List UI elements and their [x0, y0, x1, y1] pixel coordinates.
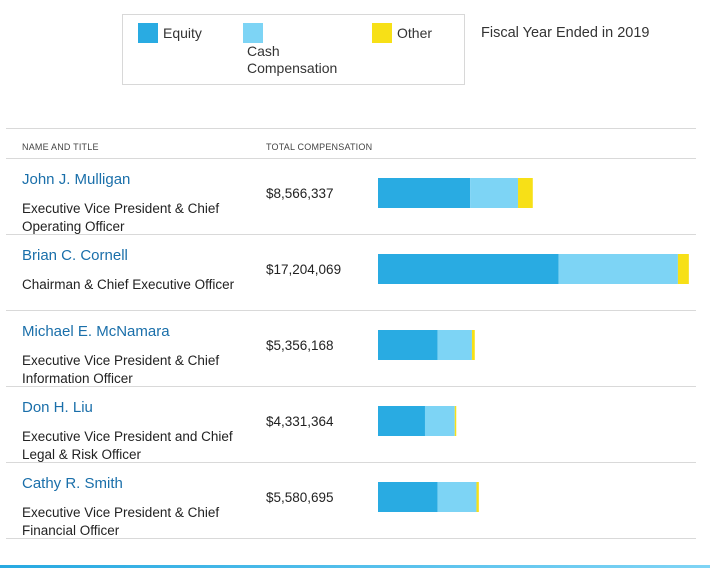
total-compensation-value: $8,566,337	[266, 186, 334, 201]
table-header: NAME AND TITLE TOTAL COMPENSATION	[6, 128, 696, 159]
table-row: Don H. Liu Executive Vice President and C…	[6, 387, 696, 463]
legend-label-other: Other	[397, 25, 433, 41]
total-compensation-value: $5,356,168	[266, 338, 334, 353]
bar-segment-other	[476, 482, 479, 512]
table-row: John J. Mulligan Executive Vice President…	[6, 159, 696, 235]
bottom-accent-line	[0, 565, 710, 568]
stacked-bar	[378, 406, 457, 436]
bar-segment-cash-compensation	[558, 254, 678, 284]
executive-title: Executive Vice President & Chief Financi…	[22, 505, 220, 538]
executive-name-link[interactable]: Michael E. McNamara	[22, 323, 170, 340]
bar-segment-other	[454, 406, 457, 436]
executive-name-link[interactable]: Cathy R. Smith	[22, 475, 123, 492]
stacked-bar	[378, 330, 475, 360]
executive-title: Executive Vice President & Chief Informa…	[22, 353, 220, 386]
chart-legend: Equity Cash Compensation Other	[122, 14, 465, 85]
bar-segment-other	[471, 330, 475, 360]
executive-name-link[interactable]: Brian C. Cornell	[22, 247, 128, 264]
table-row: Cathy R. Smith Executive Vice President &…	[6, 463, 696, 539]
stacked-bar	[378, 178, 533, 208]
bar-segment-equity	[378, 482, 438, 512]
table-row: Brian C. Cornell Chairman & Chief Executi…	[6, 235, 696, 311]
executive-title: Chairman & Chief Executive Officer	[22, 277, 235, 292]
bar-segment-equity	[378, 178, 471, 208]
table-row: Michael E. McNamara Executive Vice Presid…	[6, 311, 696, 387]
bar-segment-equity	[378, 254, 559, 284]
total-compensation-value: $5,580,695	[266, 490, 334, 505]
header-name-title: NAME AND TITLE	[22, 142, 99, 152]
legend-label-equity: Equity	[163, 25, 202, 41]
executive-title: Executive Vice President & Chief Operati…	[22, 201, 220, 234]
compensation-table: NAME AND TITLE TOTAL COMPENSATION John J…	[6, 128, 696, 539]
executive-title: Executive Vice President and Chief Legal…	[22, 429, 233, 462]
bar-segment-other	[518, 178, 533, 208]
bar-segment-cash-compensation	[424, 406, 455, 436]
total-compensation-value: $4,331,364	[266, 414, 334, 429]
executive-name-link[interactable]: John J. Mulligan	[22, 171, 131, 188]
bar-segment-equity	[378, 330, 438, 360]
legend-swatch-cash	[243, 23, 263, 43]
stacked-bar	[378, 482, 479, 512]
total-compensation-value: $17,204,069	[266, 262, 342, 277]
stacked-bar	[378, 254, 689, 284]
header-total-compensation: TOTAL COMPENSATION	[266, 142, 373, 152]
bar-segment-cash-compensation	[470, 178, 519, 208]
executive-name-link[interactable]: Don H. Liu	[22, 399, 93, 416]
bar-segment-cash-compensation	[437, 482, 477, 512]
fiscal-year-label: Fiscal Year Ended in 2019	[481, 25, 650, 41]
bar-segment-cash-compensation	[437, 330, 472, 360]
legend-swatch-other	[372, 23, 392, 43]
bar-segment-equity	[378, 406, 425, 436]
legend-label-cash: Cash Compensation	[247, 43, 338, 76]
bar-segment-other	[677, 254, 689, 284]
legend-swatch-equity	[138, 23, 158, 43]
